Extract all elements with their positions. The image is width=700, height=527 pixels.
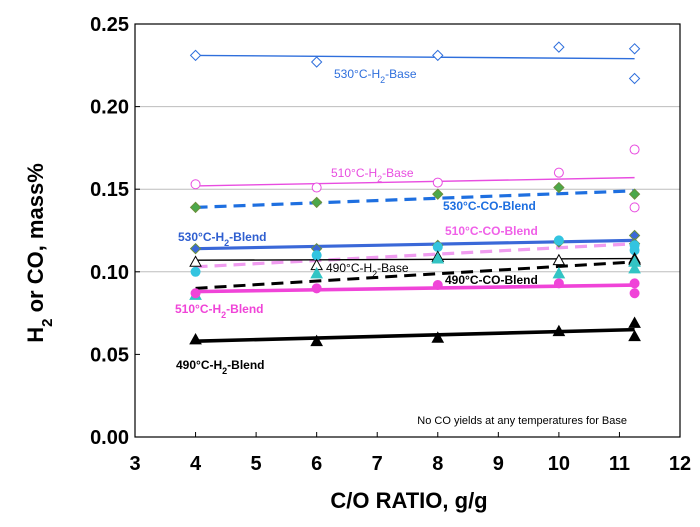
x-tick-label-6: 6 <box>311 453 322 475</box>
point-s6-4 <box>628 261 641 274</box>
label-490-co-blend: 490°C-CO-Blend <box>445 273 538 287</box>
point-s2-3 <box>553 181 565 194</box>
annotation-note: No CO yields at any temperatures for Bas… <box>417 415 627 427</box>
point-s7-4 <box>629 278 640 289</box>
point-s7-3 <box>553 278 564 289</box>
trend-line-6 <box>195 260 635 290</box>
point-s4-3 <box>553 235 564 246</box>
point-s0-5 <box>628 72 641 85</box>
label-510-co-blend: 510°C-CO-Blend <box>445 224 538 238</box>
point-s4-0 <box>190 266 201 277</box>
x-tick-label-9: 9 <box>493 453 504 475</box>
point-s1-3 <box>553 167 564 178</box>
y-tick-label-0: 0.00 <box>90 427 129 449</box>
x-tick-label-5: 5 <box>251 453 262 475</box>
point-s8-1 <box>310 334 324 347</box>
label-530-co-blend: 530°C-CO-Blend <box>443 199 536 213</box>
y-tick-label-2: 0.10 <box>90 262 129 284</box>
point-s3-0 <box>189 242 202 255</box>
point-s5-0 <box>189 255 202 267</box>
grid-lines <box>135 106 680 273</box>
point-s8-4 <box>628 316 641 328</box>
trend-line-1 <box>195 176 635 187</box>
point-s2-0 <box>189 201 202 214</box>
point-s8-2 <box>431 331 445 343</box>
point-s8-3 <box>552 324 566 337</box>
point-s2-4 <box>628 188 641 200</box>
trend-line-4 <box>195 242 635 269</box>
point-s6-3 <box>552 266 566 279</box>
label-530-h2-blend: 530°C-H2-Blend <box>178 230 267 248</box>
x-tick-label-12: 12 <box>669 453 691 475</box>
point-s0-2 <box>432 49 444 62</box>
label-510-h2-blend: 510°C-H2-Blend <box>175 302 264 320</box>
y-tick-label-1: 0.05 <box>90 344 129 366</box>
point-s6-1 <box>310 266 324 279</box>
point-s7-5 <box>629 288 640 299</box>
point-s5-3 <box>552 253 566 266</box>
point-s6-2 <box>431 252 445 264</box>
y-tick-label-5: 0.25 <box>90 14 129 36</box>
x-tick-label-7: 7 <box>372 453 383 475</box>
label-530-h2-base: 530°C-H2-Base <box>334 67 417 85</box>
point-s8-0 <box>189 333 202 345</box>
point-s1-0 <box>190 179 201 190</box>
point-s7-2 <box>432 280 443 291</box>
point-s4-2 <box>432 242 443 253</box>
x-tick-label-3: 3 <box>129 453 140 475</box>
point-s0-0 <box>189 49 202 62</box>
x-axis-title: C/O RATIO, g/g <box>330 488 487 513</box>
plot-frame <box>134 23 681 438</box>
point-s7-1 <box>311 283 322 294</box>
y-tick-label-3: 0.15 <box>90 179 129 201</box>
trend-line-0 <box>195 54 635 60</box>
trend-line-2 <box>195 189 635 209</box>
data-markers <box>189 41 641 347</box>
point-s1-2 <box>432 177 443 188</box>
point-s8-5 <box>628 329 641 342</box>
label-490-h2-blend: 490°C-H2-Blend <box>176 358 265 376</box>
point-s2-1 <box>310 196 323 209</box>
label-490-h2-base: 490°C-H2-Base <box>326 261 409 279</box>
label-510-h2-base: 510°C-H2-Base <box>331 166 414 184</box>
point-s2-2 <box>432 188 444 200</box>
x-tick-label-10: 10 <box>548 453 570 475</box>
point-s7-0 <box>190 288 201 299</box>
y-tick-label-4: 0.20 <box>90 97 129 119</box>
point-s4-1 <box>311 250 322 261</box>
point-s1-1 <box>311 182 322 193</box>
point-s6-5 <box>628 255 641 267</box>
point-s1-4 <box>629 144 640 155</box>
x-tick-label-8: 8 <box>432 453 443 475</box>
point-s0-1 <box>310 56 323 68</box>
x-tick-label-4: 4 <box>190 453 202 475</box>
point-s0-4 <box>628 43 641 55</box>
axes <box>134 23 681 438</box>
point-s0-3 <box>553 41 565 53</box>
x-tick-label-11: 11 <box>609 453 630 475</box>
tick-labels: 3 4 5 6 7 8 9 10 11 12 0.00 0.05 0.10 0.15 0.20 0.25 <box>90 14 691 475</box>
point-s1-5 <box>629 202 640 213</box>
